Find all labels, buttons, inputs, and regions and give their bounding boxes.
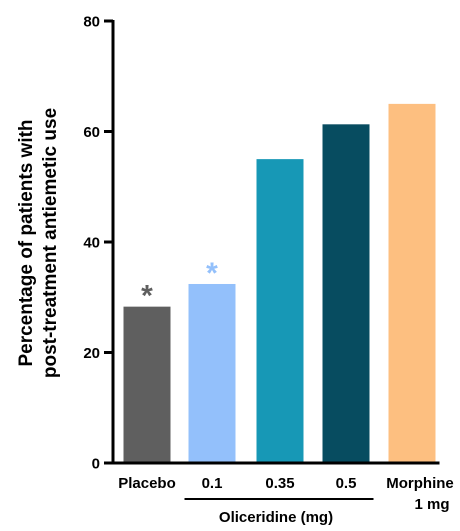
asterisk-0-1: *: [206, 257, 218, 290]
y-axis: 0 20 40 60 80: [83, 14, 115, 473]
x-tick-label-0-35: 0.35: [265, 475, 294, 492]
asterisk-placebo: *: [141, 280, 153, 313]
y-tick-label-0: 0: [92, 456, 100, 473]
y-tick-label-40: 40: [83, 235, 100, 252]
x-tick-sublabel-morphine: 1 mg: [414, 496, 449, 513]
bar-0-5: [322, 124, 370, 463]
y-axis-title: Percentage of patients with post-treatme…: [16, 108, 61, 378]
bars: [123, 103, 436, 463]
x-tick-label-0-1: 0.1: [202, 475, 223, 492]
y-axis-title-line-1: Percentage of patients with: [16, 119, 37, 366]
y-axis-title-line-2: post-treatment antiemetic use: [40, 108, 61, 378]
bar-morphine: [388, 103, 436, 463]
x-tick-label-morphine: Morphine: [386, 475, 454, 492]
y-tick-label-20: 20: [83, 345, 100, 362]
x-axis: Placebo 0.1 0.35 0.5 Morphine 1 mg: [111, 461, 454, 513]
bar-placebo: [123, 306, 171, 463]
significance-annotations: **: [141, 257, 218, 313]
x-tick-label-0-5: 0.5: [336, 475, 357, 492]
bar-0-35: [256, 159, 304, 463]
oliceridine-group: Oliceridine (mg): [184, 498, 374, 526]
y-tick-label-60: 60: [83, 124, 100, 141]
x-tick-label-placebo: Placebo: [118, 475, 176, 492]
y-tick-label-80: 80: [83, 14, 100, 31]
group-label: Oliceridine (mg): [219, 509, 333, 526]
bar-0-1: [188, 283, 236, 463]
